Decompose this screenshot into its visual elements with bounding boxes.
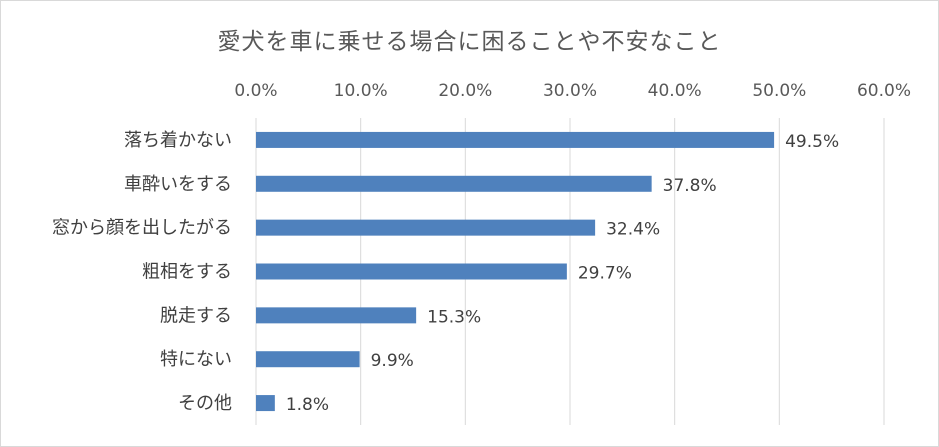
bar bbox=[256, 395, 275, 412]
data-label: 37.8% bbox=[663, 176, 717, 196]
category-label: 特にない bbox=[160, 349, 232, 370]
x-axis-ticks: 0.0% 10.0% 20.0% 30.0% 40.0% 50.0% 60.0% bbox=[234, 81, 911, 101]
x-tick-label: 0.0% bbox=[234, 81, 277, 101]
category-label: 脱走する bbox=[160, 305, 232, 326]
data-label: 15.3% bbox=[427, 307, 481, 327]
category-label: 落ち着かない bbox=[124, 130, 232, 151]
category-label: その他 bbox=[178, 393, 232, 414]
data-label: 1.8% bbox=[286, 395, 329, 415]
bar bbox=[256, 131, 775, 148]
x-tick-label: 20.0% bbox=[438, 81, 492, 101]
data-label: 9.9% bbox=[371, 351, 414, 371]
x-tick-label: 60.0% bbox=[857, 81, 911, 101]
x-tick-label: 10.0% bbox=[334, 81, 388, 101]
bar bbox=[256, 307, 417, 324]
category-label: 車酔いをする bbox=[124, 174, 232, 195]
category-label: 粗相をする bbox=[142, 262, 232, 283]
x-tick-label: 50.0% bbox=[752, 81, 806, 101]
chart-title: 愛犬を車に乗せる場合に困ることや不安なこと bbox=[217, 29, 722, 55]
x-tick-label: 40.0% bbox=[648, 81, 702, 101]
bars bbox=[256, 131, 775, 412]
data-labels: 49.5% 37.8% 32.4% 29.7% 15.3% 9.9% 1.8% bbox=[286, 132, 839, 415]
data-label: 32.4% bbox=[606, 220, 660, 240]
bar bbox=[256, 219, 596, 236]
bar bbox=[256, 351, 360, 368]
bar bbox=[256, 175, 652, 192]
bar bbox=[256, 263, 567, 280]
data-label: 49.5% bbox=[785, 132, 839, 152]
x-tick-label: 30.0% bbox=[543, 81, 597, 101]
data-label: 29.7% bbox=[578, 264, 632, 284]
category-label: 窓から顔を出したがる bbox=[52, 218, 232, 239]
